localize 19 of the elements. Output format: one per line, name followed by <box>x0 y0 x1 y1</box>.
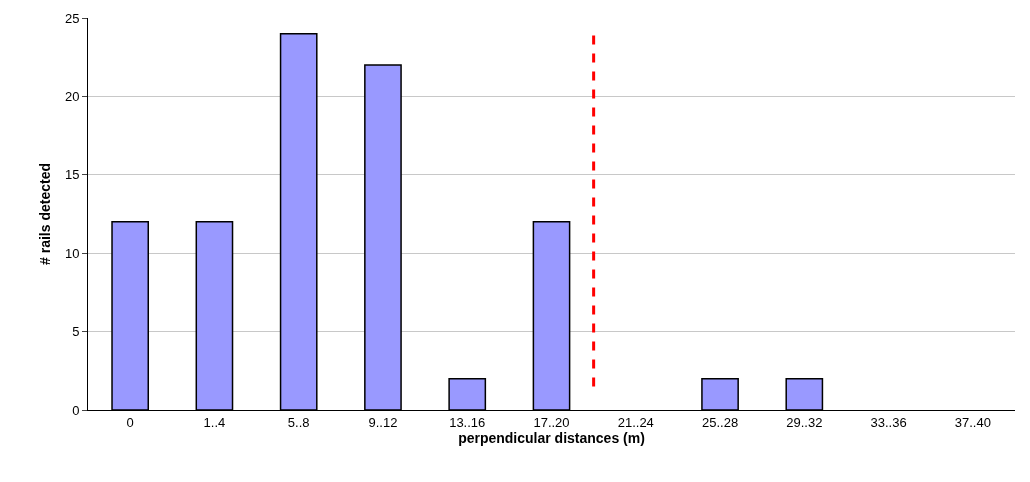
x-tick-label: 33..36 <box>870 414 907 430</box>
y-tick-label: 5 <box>72 324 80 340</box>
x-tick-label: 29..32 <box>786 414 823 430</box>
y-axis-title: # rails detected <box>37 163 53 265</box>
x-tick-label: 37..40 <box>954 414 991 430</box>
y-tick-label: 20 <box>64 88 80 104</box>
x-tick-label: 25..28 <box>701 414 739 430</box>
x-tick-label: 13..16 <box>449 414 486 430</box>
x-tick-label: 9..12 <box>368 414 398 430</box>
x-tick-label: 0 <box>126 414 134 430</box>
x-tick-label: 21..24 <box>617 414 654 430</box>
y-tick-label: 25 <box>64 10 80 26</box>
y-tick-label: 10 <box>64 245 80 261</box>
y-tick-label: 0 <box>72 402 80 418</box>
x-tick-label: 5..8 <box>287 414 310 430</box>
x-axis-title: perpendicular distances (m) <box>458 429 645 446</box>
x-tick-label: 1..4 <box>203 414 226 430</box>
y-tick-label: 15 <box>64 167 80 183</box>
x-tick-label: 17..20 <box>533 414 570 430</box>
